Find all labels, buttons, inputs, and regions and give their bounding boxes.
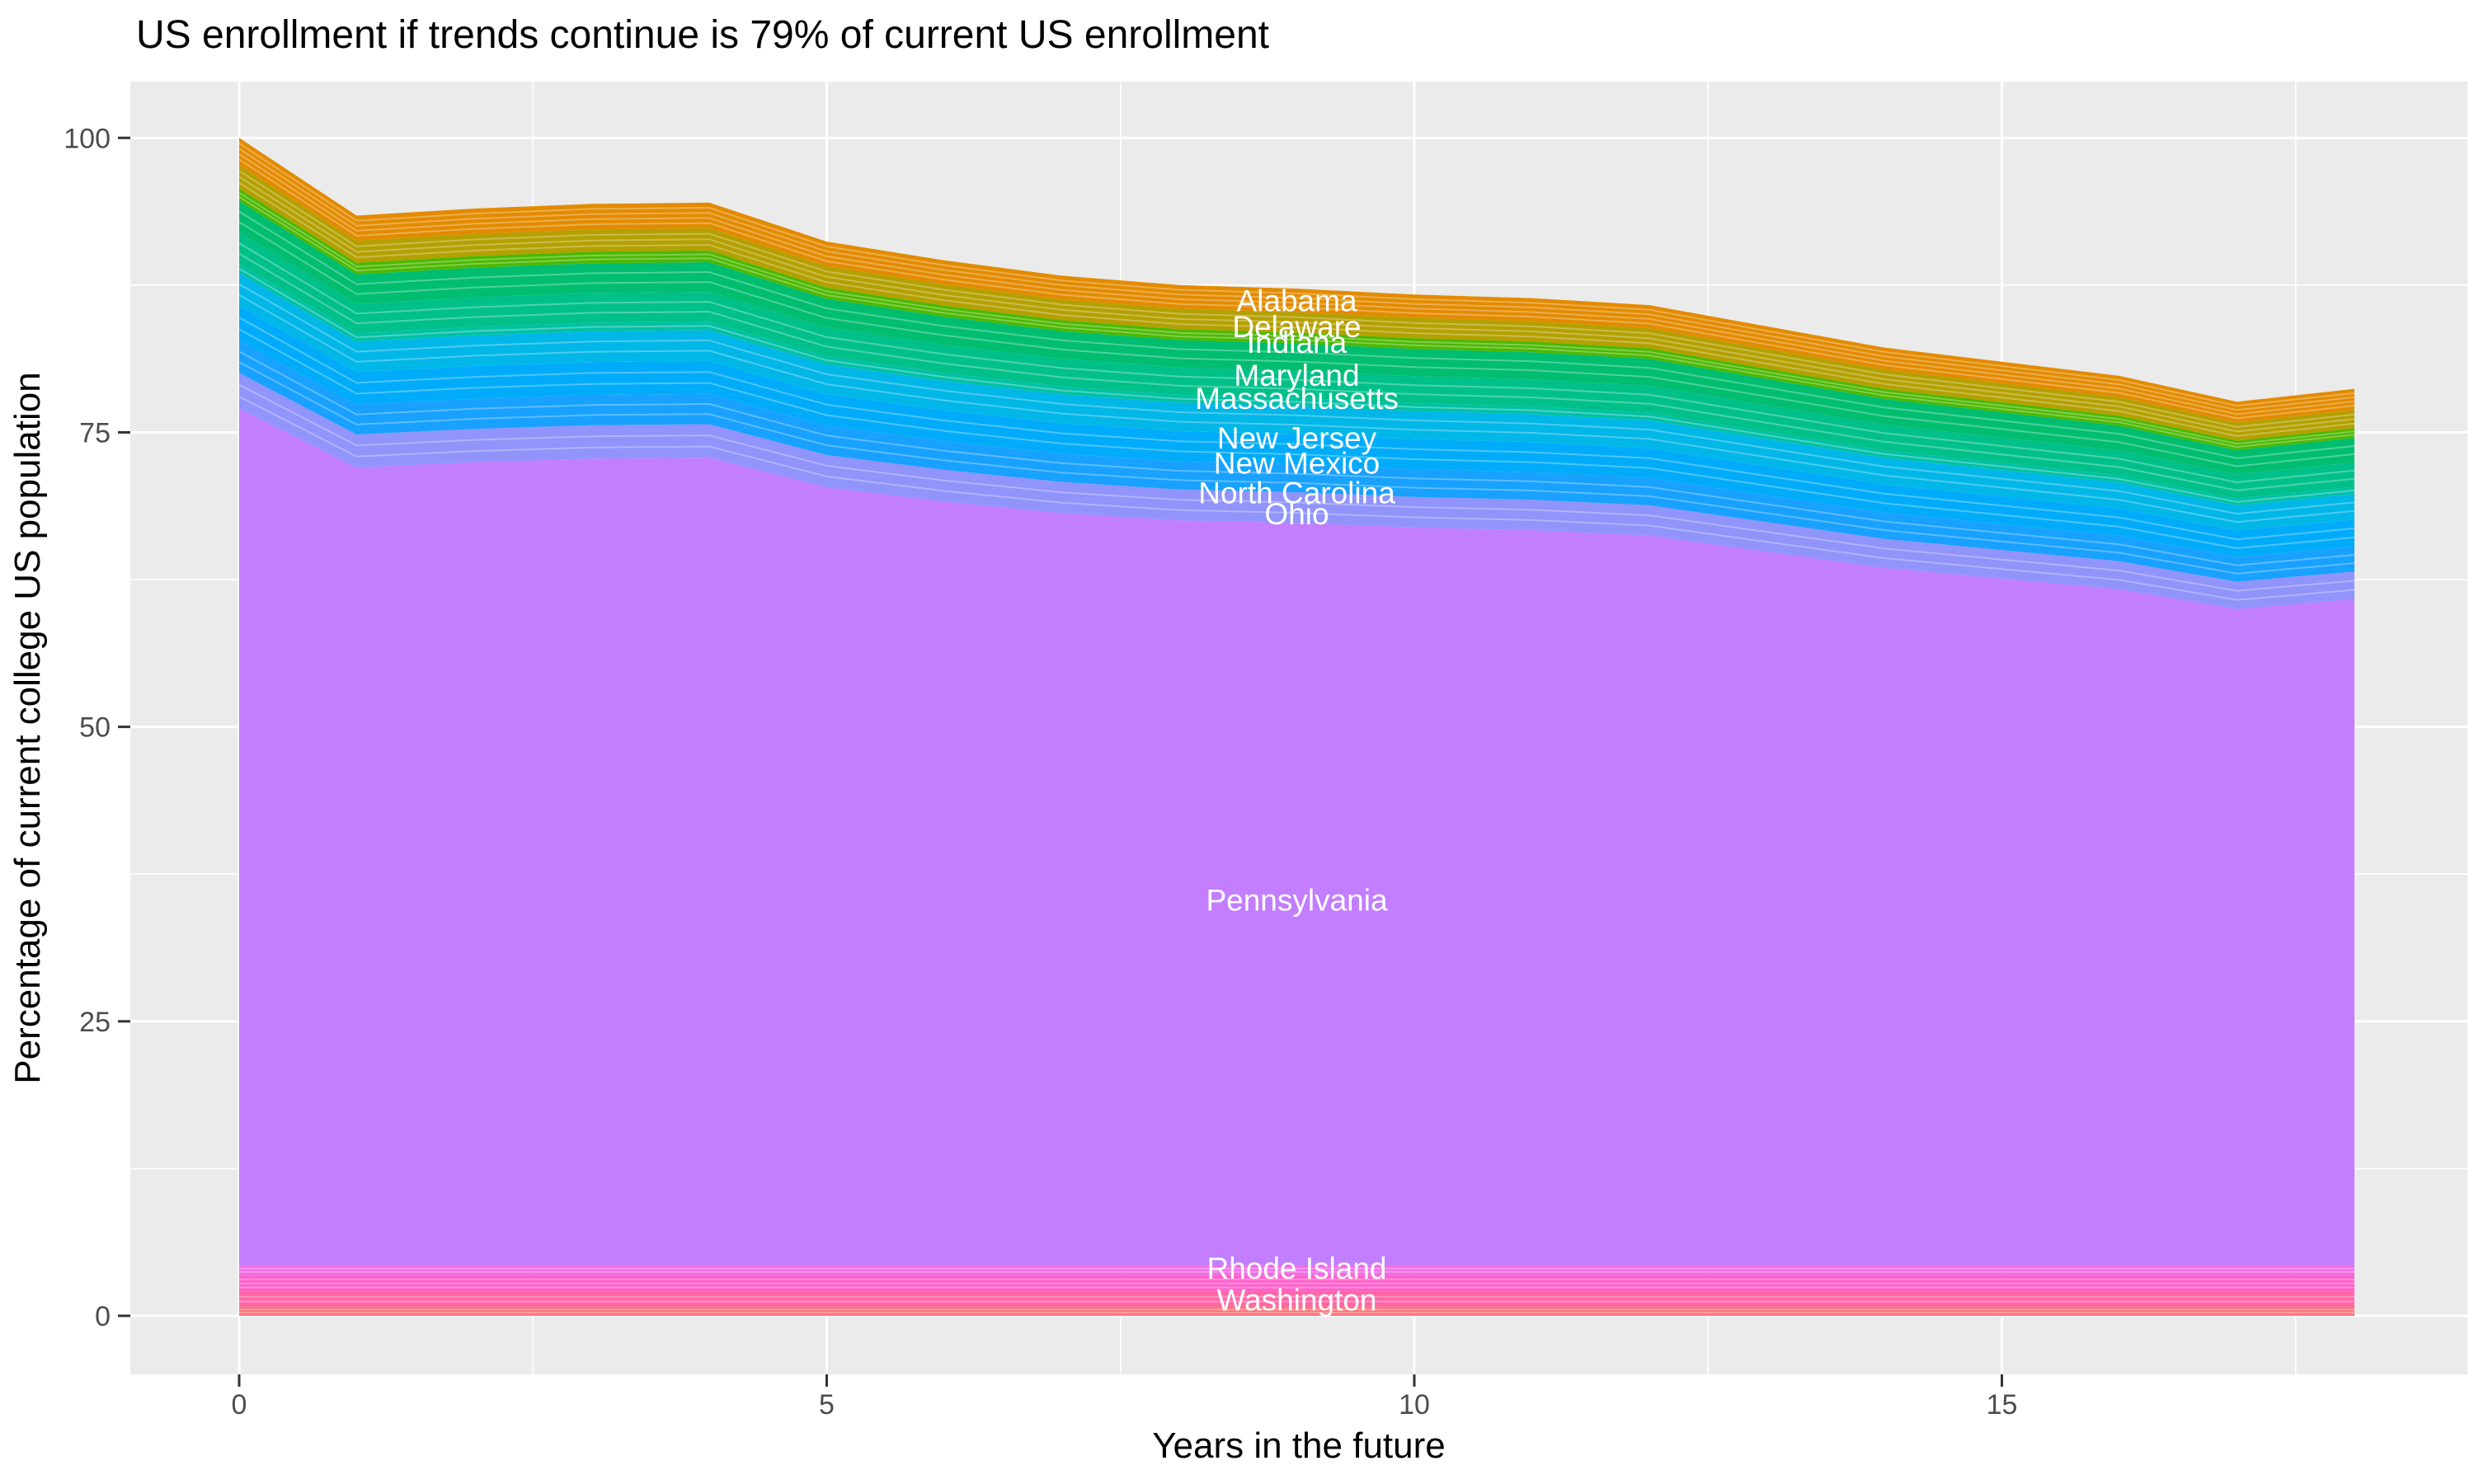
strata-seam xyxy=(238,383,2355,592)
axis-tick-marks xyxy=(118,136,2003,1387)
strata-seam xyxy=(238,317,2355,541)
state-label-alabama: Alabama xyxy=(1236,284,1357,317)
strata-seam xyxy=(238,142,2355,407)
x-tick-label: 5 xyxy=(819,1389,835,1421)
state-label-north-carolina: North Carolina xyxy=(1198,476,1395,510)
state-label-rhode-island: Rhode Island xyxy=(1206,1252,1386,1285)
area-band-massachusetts xyxy=(239,232,2354,499)
x-tick-label: 0 xyxy=(232,1389,247,1421)
strata-seam xyxy=(238,328,2355,550)
area-band-unlabeled-states-salmon- xyxy=(239,1306,2354,1316)
area-band-unlabeled-states-teal- xyxy=(239,264,2354,505)
strata-seam xyxy=(238,396,2355,601)
strata-seam xyxy=(238,252,2355,491)
strata-seam xyxy=(238,181,2355,437)
state-label-washington: Washington xyxy=(1216,1284,1376,1317)
state-label-maryland: Maryland xyxy=(1234,359,1359,392)
strata-seam xyxy=(238,158,2355,420)
strata-seam xyxy=(238,283,2355,515)
strata-seam xyxy=(238,242,2355,484)
strata-seam xyxy=(238,221,2355,467)
state-label-new-mexico: New Mexico xyxy=(1214,447,1380,481)
x-tick-label: 10 xyxy=(1399,1389,1430,1421)
state-label-delaware: Delaware xyxy=(1232,310,1361,344)
area-band-ohio xyxy=(239,373,2354,609)
area-band-unlabeled-states-pink- xyxy=(239,1275,2354,1292)
strata-seam xyxy=(238,176,2355,433)
strata-seam xyxy=(238,294,2355,524)
chart-title: US enrollment if trends continue is 79% … xyxy=(136,13,1269,57)
strata-seam xyxy=(238,195,2355,448)
state-label-ohio: Ohio xyxy=(1264,497,1329,531)
x-tick-label: 15 xyxy=(1987,1389,2018,1421)
state-label-indiana: Indiana xyxy=(1247,326,1348,359)
area-band-indiana xyxy=(239,188,2354,450)
strata-seam xyxy=(238,148,2355,411)
strata-seam xyxy=(238,210,2355,459)
area-band-new-jersey xyxy=(239,273,2354,531)
state-labels: AlabamaDelawareIndianaMarylandMassachuse… xyxy=(1195,284,1399,1317)
y-axis-title: Percentage of current college US populat… xyxy=(7,372,48,1083)
y-tick-label: 100 xyxy=(63,123,111,154)
area-band-new-mexico xyxy=(239,306,2354,557)
y-tick-label: 0 xyxy=(95,1301,111,1332)
state-label-new-jersey: New Jersey xyxy=(1217,421,1377,455)
state-strata-seams xyxy=(238,142,2355,1314)
strata-seam xyxy=(238,350,2355,566)
area-band-pennsylvania xyxy=(239,408,2354,1266)
area-band-alabama xyxy=(239,138,2354,423)
state-label-pennsylvania: Pennsylvania xyxy=(1206,884,1388,918)
state-label-massachusetts: Massachusetts xyxy=(1195,382,1399,416)
strata-seam xyxy=(238,170,2355,428)
strata-seam xyxy=(238,361,2355,575)
y-tick-label: 25 xyxy=(79,1007,111,1038)
x-axis-title: Years in the future xyxy=(1152,1425,1446,1466)
stacked-areas xyxy=(239,138,2354,1316)
y-tick-label: 50 xyxy=(79,712,111,744)
area-band-delaware xyxy=(239,165,2354,441)
area-band-north-carolina xyxy=(239,340,2354,582)
strata-seam xyxy=(238,268,2355,503)
axis-tick-labels: 0 25 50 75 100 0 5 10 15 xyxy=(63,123,2017,1421)
area-band-washington xyxy=(239,1291,2354,1307)
strata-seam xyxy=(238,153,2355,416)
area-band-rhode-island xyxy=(239,1265,2354,1275)
y-tick-label: 75 xyxy=(79,417,111,448)
area-band-maryland xyxy=(239,200,2354,475)
strata-seam xyxy=(238,191,2355,445)
